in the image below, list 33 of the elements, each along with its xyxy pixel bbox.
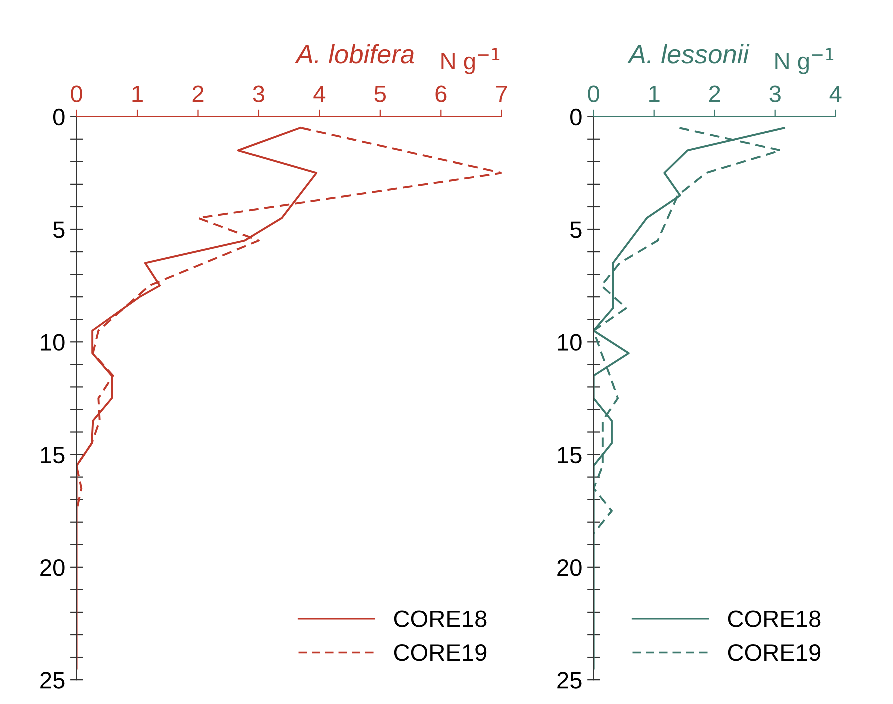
x-tick-label: 5 xyxy=(374,86,386,102)
y-tick-label: 10 xyxy=(558,334,582,351)
x-tick-label: 2 xyxy=(709,86,720,102)
y-tick-label: 15 xyxy=(41,447,65,464)
x-tick-label: 0 xyxy=(588,86,600,102)
x-tick-label: 0 xyxy=(71,86,82,102)
y-tick-label: 25 xyxy=(558,672,582,689)
y-tick-label: 5 xyxy=(570,222,582,238)
y-tick-label: 15 xyxy=(558,447,582,464)
x-tick-label: 3 xyxy=(253,86,264,102)
x-tick-label: 6 xyxy=(436,86,447,102)
x-axis-title: N g$^{−1}$ xyxy=(442,48,500,74)
chart-title: A. lobifera xyxy=(295,44,414,64)
y-tick-label: 25 xyxy=(40,672,65,689)
x-tick-label: 7 xyxy=(496,86,508,102)
x-tick-label: 4 xyxy=(830,86,842,102)
y-tick-label: 0 xyxy=(53,108,65,126)
y-tick-label: 20 xyxy=(558,559,582,576)
legend-label: CORE18 xyxy=(394,610,487,628)
x-tick-label: 1 xyxy=(650,86,660,102)
x-tick-label: 3 xyxy=(770,86,781,102)
y-tick-label: 0 xyxy=(570,108,582,126)
legend-label: CORE19 xyxy=(394,644,487,662)
x-tick-label: 4 xyxy=(314,86,326,102)
x-tick-label: 1 xyxy=(132,86,143,102)
legend-label: CORE19 xyxy=(728,644,821,662)
y-tick-label: 10 xyxy=(41,334,65,351)
chart-title: A. lessonii xyxy=(628,44,750,64)
legend-label: CORE18 xyxy=(728,610,821,628)
y-tick-label: 5 xyxy=(54,222,65,238)
x-axis-title: N g$^{−1}$ xyxy=(776,48,834,74)
x-tick-label: 2 xyxy=(192,86,204,102)
y-tick-label: 20 xyxy=(40,559,65,576)
